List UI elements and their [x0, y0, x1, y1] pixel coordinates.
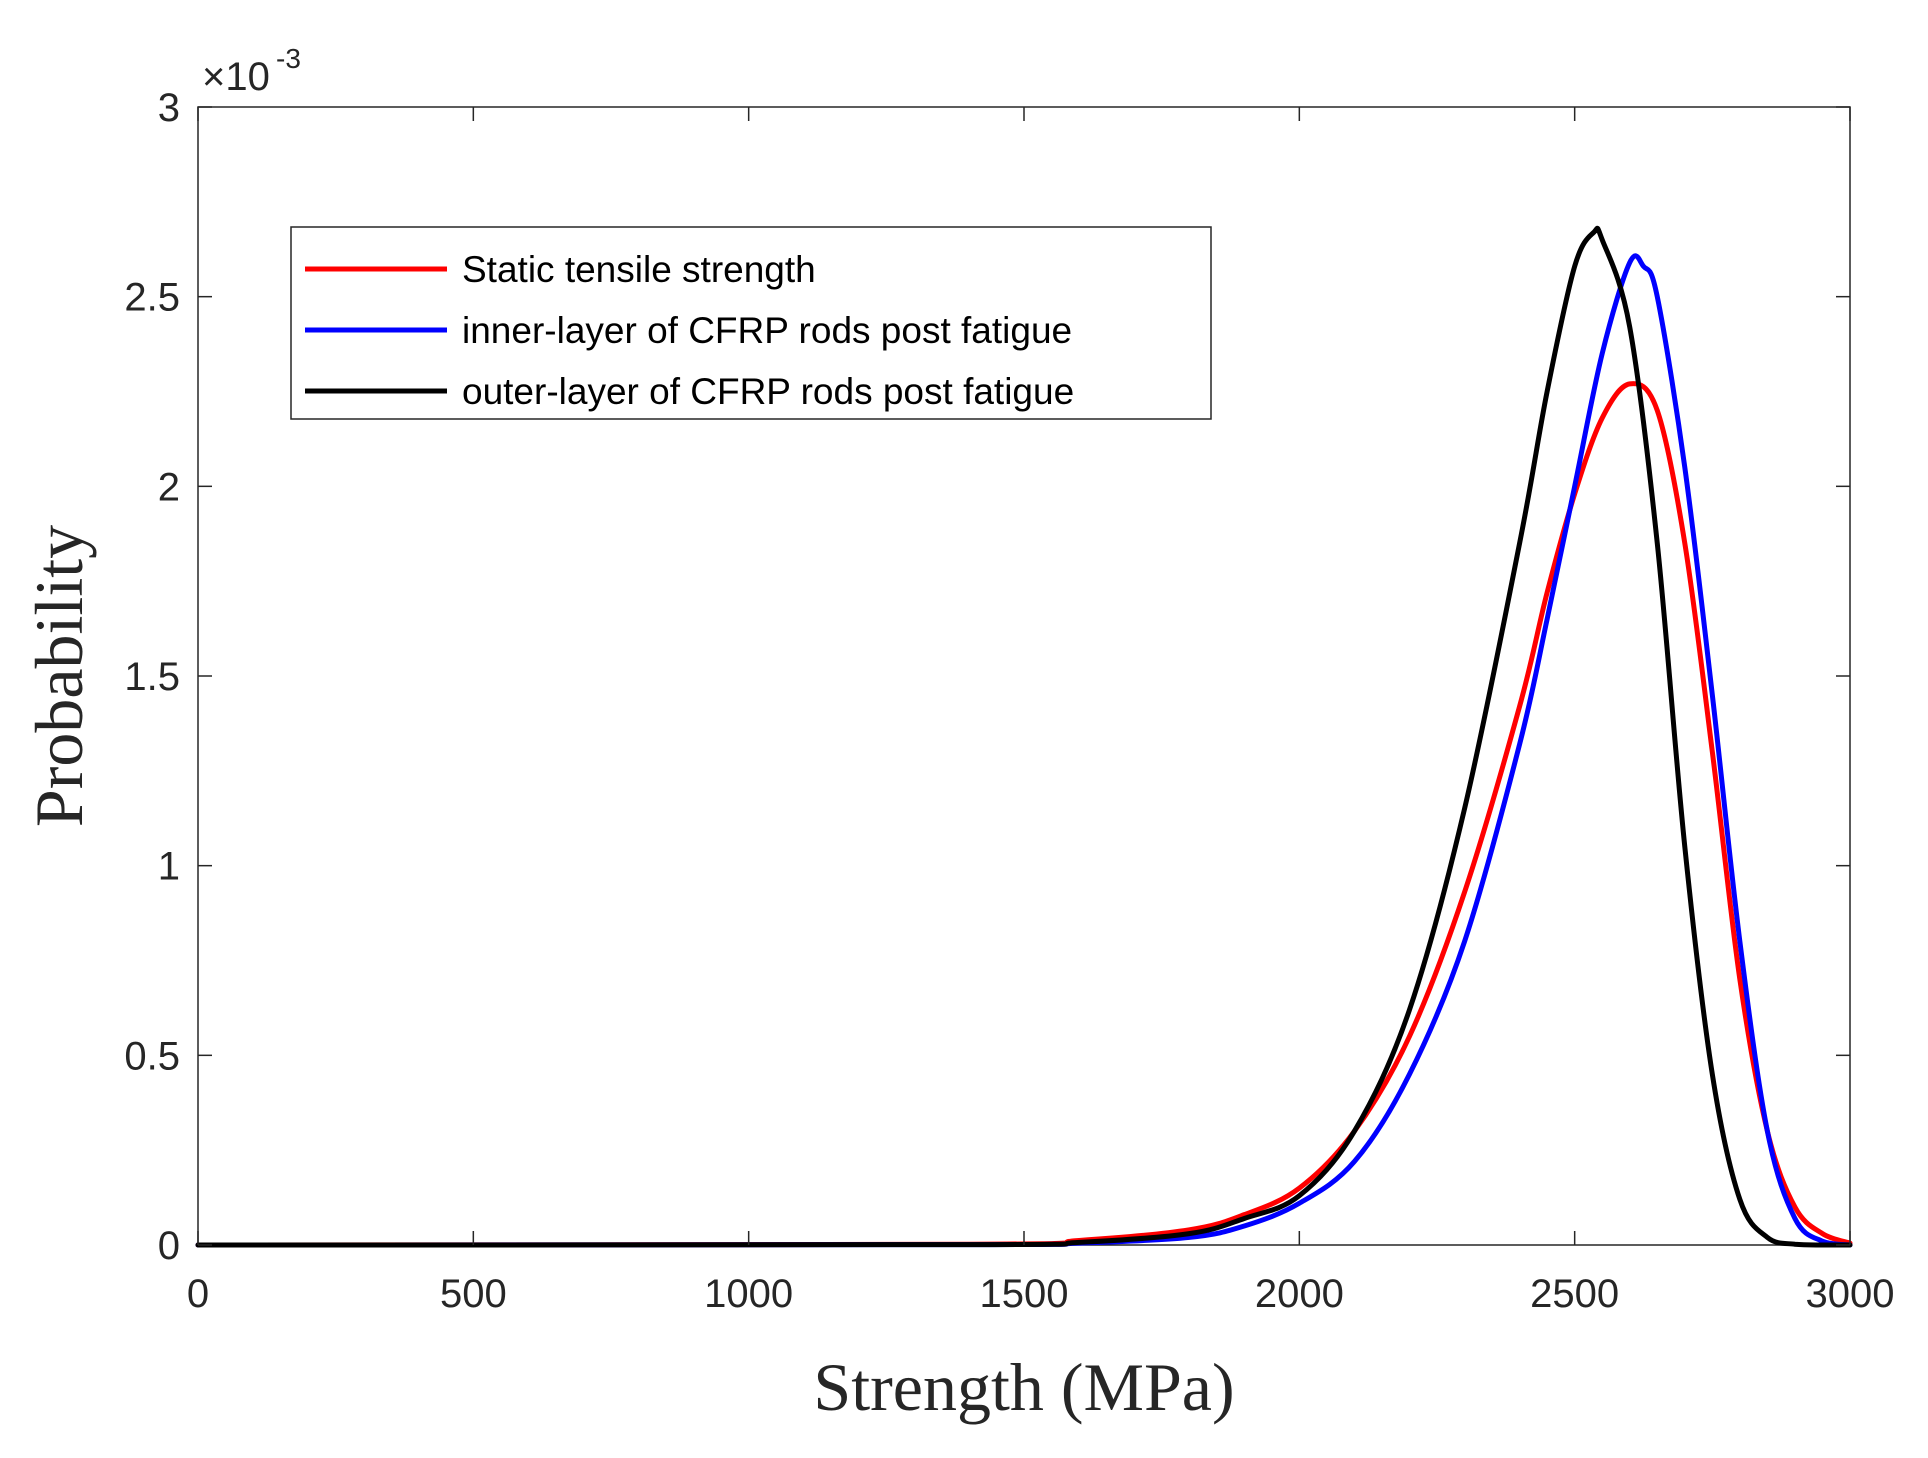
- legend: Static tensile strength inner-layer of CF…: [290, 226, 1212, 420]
- y-tick-label: 1.5: [124, 655, 180, 699]
- series-layer: [195, 225, 1853, 1248]
- x-tick-label: 0: [187, 1272, 209, 1316]
- y-tick-label: 2: [158, 465, 180, 509]
- y-exponent-base: ×10: [202, 55, 270, 99]
- x-tick-label: 1500: [980, 1272, 1069, 1316]
- legend-box: [290, 226, 1212, 420]
- y-tick-label: 2.5: [124, 276, 180, 320]
- y-axis-title: Probability: [21, 525, 97, 827]
- y-tick-label: 1: [158, 845, 180, 889]
- x-tick-label: 3000: [1806, 1272, 1895, 1316]
- x-tick-label: 1000: [704, 1272, 793, 1316]
- y-tick-label: 3: [158, 86, 180, 130]
- x-axis-title: Strength (MPa): [813, 1349, 1234, 1425]
- y-axis-ticks: 0 0.5 1 1.5 2 2.5 3: [124, 86, 1850, 1268]
- x-tick-label: 2500: [1530, 1272, 1619, 1316]
- y-tick-label: 0.5: [124, 1034, 180, 1078]
- legend-label-3: outer-layer of CFRP rods post fatigue: [462, 371, 1074, 412]
- series-line-3: [195, 225, 1853, 1248]
- x-tick-label: 500: [440, 1272, 507, 1316]
- y-tick-label: 0: [158, 1224, 180, 1268]
- x-axis-ticks: 0 500 1000 1500 2000 2500 3000: [187, 107, 1895, 1316]
- x-tick-label: 2000: [1255, 1272, 1344, 1316]
- legend-label-2: inner-layer of CFRP rods post fatigue: [462, 310, 1072, 351]
- legend-label-1: Static tensile strength: [462, 249, 816, 290]
- y-exponent-power: -3: [276, 43, 301, 74]
